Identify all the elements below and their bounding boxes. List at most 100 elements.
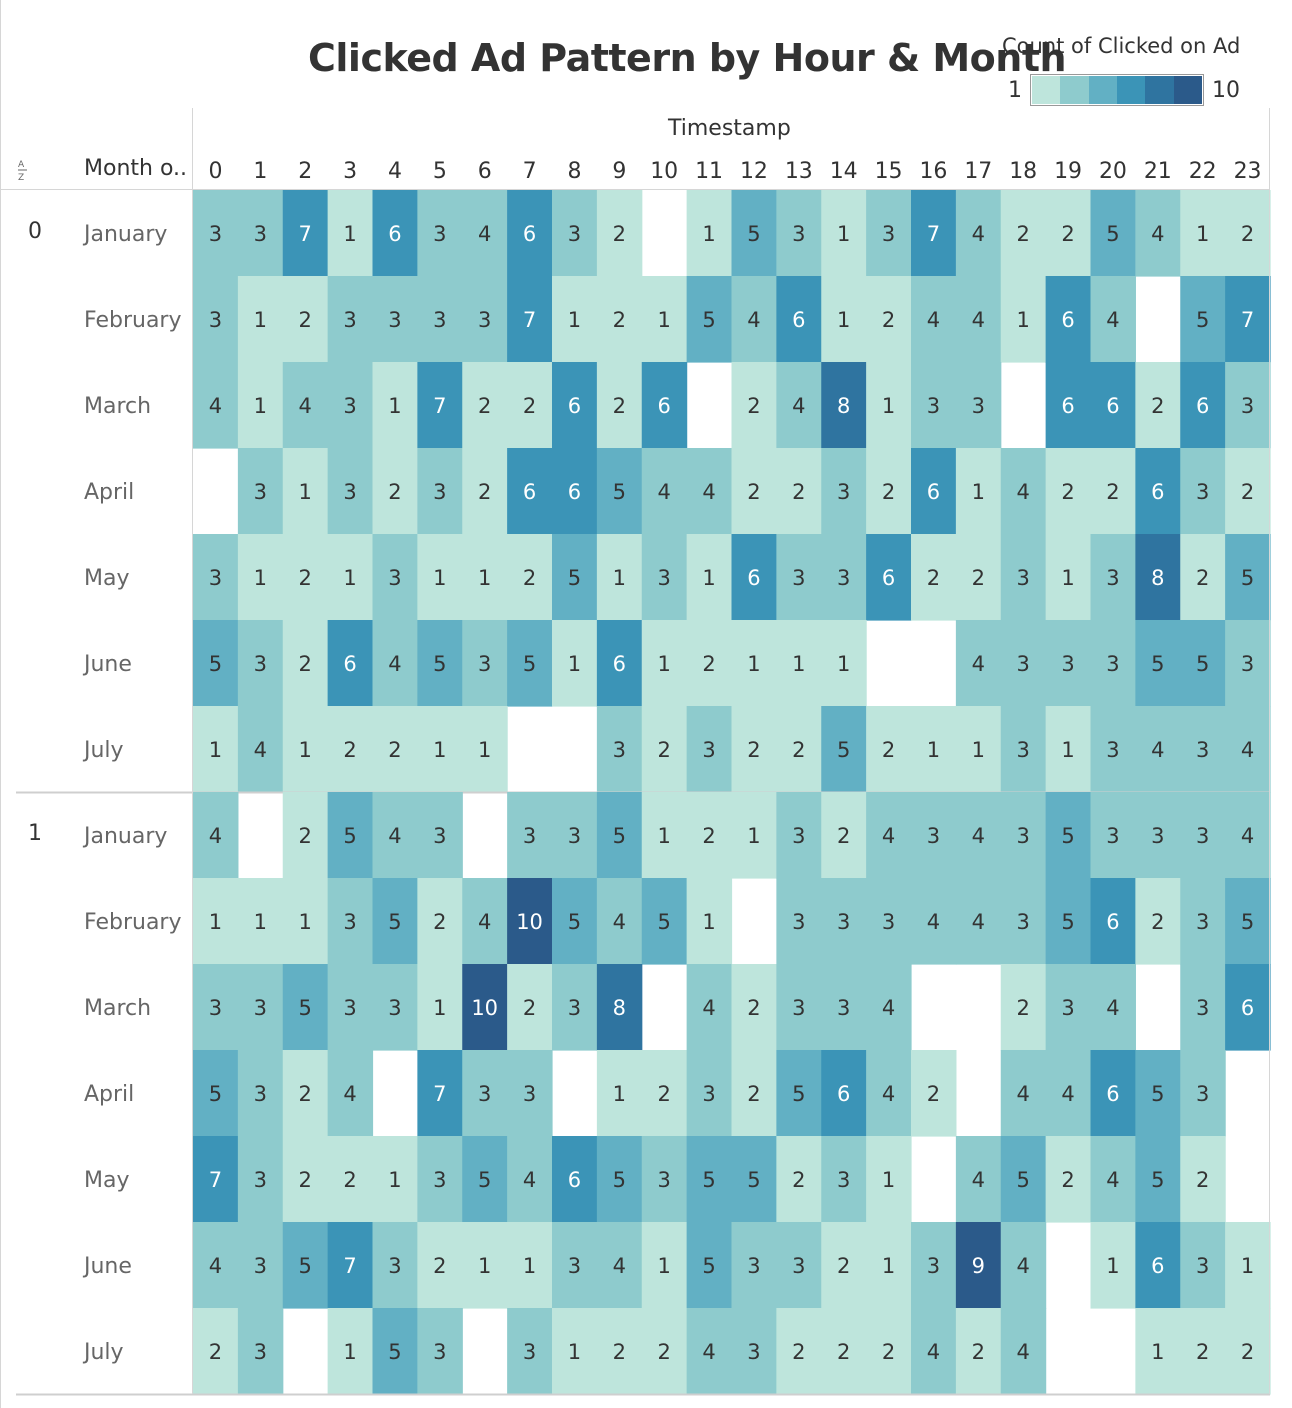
heatmap-cell[interactable]: [1225, 1308, 1271, 1395]
heatmap-cell[interactable]: [911, 1308, 957, 1395]
heatmap-cell[interactable]: [462, 706, 508, 793]
heatmap-cell[interactable]: [596, 1136, 643, 1223]
heatmap-cell[interactable]: [776, 1222, 822, 1309]
heatmap-cell[interactable]: [282, 706, 329, 793]
heatmap-cell[interactable]: [911, 534, 957, 621]
heatmap-cell[interactable]: [462, 1050, 508, 1137]
heatmap-cell[interactable]: [462, 964, 508, 1051]
heatmap-cell[interactable]: [193, 1136, 239, 1223]
heatmap-cell[interactable]: [955, 792, 1002, 879]
heatmap-cell[interactable]: [596, 964, 643, 1051]
heatmap-cell[interactable]: [507, 534, 553, 621]
heatmap-cell[interactable]: [327, 1308, 374, 1395]
heatmap-cell[interactable]: [1045, 706, 1092, 793]
heatmap-cell[interactable]: [1135, 1136, 1181, 1223]
heatmap-cell[interactable]: [1000, 534, 1047, 621]
heatmap-cell[interactable]: [1045, 1136, 1092, 1223]
heatmap-cell[interactable]: [731, 964, 777, 1051]
heatmap-cell[interactable]: [911, 1050, 957, 1137]
heatmap-cell[interactable]: [462, 1136, 508, 1223]
heatmap-cell[interactable]: [955, 190, 1002, 277]
heatmap-cell[interactable]: [596, 362, 643, 449]
heatmap-cell[interactable]: [1225, 276, 1271, 363]
heatmap-cell[interactable]: [1045, 964, 1092, 1051]
heatmap-cell[interactable]: [821, 620, 867, 707]
heatmap-cell[interactable]: [821, 706, 867, 793]
heatmap-cell[interactable]: [507, 1050, 553, 1137]
heatmap-cell[interactable]: [1135, 1050, 1181, 1137]
heatmap-cell[interactable]: [193, 878, 239, 965]
heatmap-cell[interactable]: [1180, 792, 1226, 879]
heatmap-cell[interactable]: [776, 1050, 822, 1137]
heatmap-cell[interactable]: [193, 792, 239, 879]
heatmap-cell[interactable]: [417, 1308, 463, 1395]
heatmap-cell[interactable]: [955, 448, 1002, 535]
heatmap-cell[interactable]: [911, 448, 957, 535]
heatmap-cell[interactable]: [237, 1308, 284, 1395]
heatmap-cell[interactable]: [1000, 620, 1047, 707]
heatmap-cell[interactable]: [1090, 276, 1136, 363]
heatmap-cell[interactable]: [821, 448, 867, 535]
heatmap-cell[interactable]: [821, 362, 867, 449]
heatmap-cell[interactable]: [776, 878, 822, 965]
heatmap-cell[interactable]: [417, 190, 463, 277]
heatmap-cell[interactable]: [1180, 534, 1226, 621]
heatmap-cell[interactable]: [686, 1222, 733, 1309]
heatmap-cell[interactable]: [282, 792, 329, 879]
heatmap-cell[interactable]: [193, 1308, 239, 1395]
heatmap-cell[interactable]: [686, 1136, 733, 1223]
heatmap-cell[interactable]: [596, 190, 643, 277]
heatmap-cell[interactable]: [237, 534, 284, 621]
heatmap-cell[interactable]: [686, 190, 733, 277]
heatmap-cell[interactable]: [237, 448, 284, 535]
heatmap-cell[interactable]: [686, 706, 733, 793]
heatmap-cell[interactable]: [911, 276, 957, 363]
heatmap-cell[interactable]: [1225, 448, 1271, 535]
heatmap-cell[interactable]: [327, 190, 374, 277]
heatmap-cell[interactable]: [1225, 878, 1271, 965]
heatmap-cell[interactable]: [282, 362, 329, 449]
heatmap-cell[interactable]: [1180, 706, 1226, 793]
heatmap-cell[interactable]: [462, 878, 508, 965]
heatmap-cell[interactable]: [866, 534, 912, 621]
heatmap-cell[interactable]: [1090, 190, 1136, 277]
heatmap-cell[interactable]: [1225, 1222, 1271, 1309]
heatmap-cell[interactable]: [1135, 1222, 1181, 1309]
heatmap-cell[interactable]: [282, 878, 329, 965]
heatmap-cell[interactable]: [417, 620, 463, 707]
heatmap-cell[interactable]: [731, 1222, 777, 1309]
heatmap-cell[interactable]: [193, 620, 239, 707]
heatmap-cell[interactable]: [1090, 1222, 1136, 1309]
heatmap-cell[interactable]: [552, 276, 598, 363]
heatmap-cell[interactable]: [641, 1308, 688, 1395]
heatmap-cell[interactable]: [596, 878, 643, 965]
heatmap-cell[interactable]: [911, 878, 957, 965]
heatmap-cell[interactable]: [1135, 792, 1181, 879]
heatmap-cell[interactable]: [507, 964, 553, 1051]
heatmap-cell[interactable]: [1090, 448, 1136, 535]
heatmap-cell[interactable]: [911, 362, 957, 449]
heatmap-cell[interactable]: [1045, 190, 1092, 277]
heatmap-cell[interactable]: [1135, 534, 1181, 621]
heatmap-cell[interactable]: [911, 792, 957, 879]
heatmap-cell[interactable]: [193, 1050, 239, 1137]
heatmap-cell[interactable]: [507, 448, 553, 535]
heatmap-cell[interactable]: [776, 534, 822, 621]
heatmap-cell[interactable]: [1180, 620, 1226, 707]
heatmap-cell[interactable]: [462, 1222, 508, 1309]
heatmap-cell[interactable]: [237, 190, 284, 277]
heatmap-cell[interactable]: [731, 792, 777, 879]
heatmap-cell[interactable]: [372, 792, 418, 879]
heatmap-cell[interactable]: [282, 190, 329, 277]
heatmap-cell[interactable]: [596, 1222, 643, 1309]
heatmap-cell[interactable]: [1225, 792, 1271, 879]
heatmap-cell[interactable]: [237, 276, 284, 363]
heatmap-cell[interactable]: [821, 878, 867, 965]
heatmap-cell[interactable]: [596, 534, 643, 621]
heatmap-cell[interactable]: [955, 1308, 1002, 1395]
heatmap-cell[interactable]: [955, 706, 1002, 793]
heatmap-cell[interactable]: [552, 1136, 598, 1223]
heatmap-cell[interactable]: [866, 1050, 912, 1137]
heatmap-cell[interactable]: [1225, 534, 1271, 621]
heatmap-cell[interactable]: [417, 1136, 463, 1223]
